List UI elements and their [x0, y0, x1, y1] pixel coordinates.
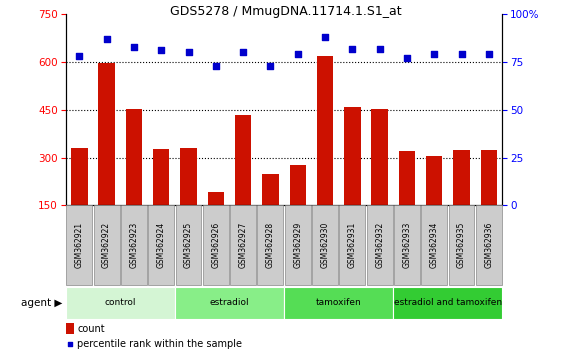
Text: GSM362931: GSM362931: [348, 222, 357, 268]
Bar: [94, 205, 119, 285]
Text: percentile rank within the sample: percentile rank within the sample: [78, 339, 243, 349]
Point: [228, 273, 237, 278]
Bar: [312, 205, 338, 285]
Bar: [371, 109, 388, 205]
Bar: [175, 287, 284, 319]
Text: GSM362927: GSM362927: [239, 222, 248, 268]
Bar: [339, 205, 365, 285]
Point: [484, 51, 493, 57]
Point: [293, 51, 302, 57]
Text: control: control: [104, 298, 136, 307]
Text: GSM362922: GSM362922: [102, 222, 111, 268]
Bar: [126, 109, 142, 205]
Bar: [421, 205, 447, 285]
Point: [457, 51, 466, 57]
Point: [348, 46, 357, 51]
Bar: [481, 149, 497, 205]
Text: GSM362930: GSM362930: [320, 222, 329, 268]
Point: [320, 34, 329, 40]
Bar: [394, 205, 420, 285]
Bar: [289, 165, 306, 205]
Bar: [284, 287, 393, 319]
Text: GSM362933: GSM362933: [403, 222, 412, 268]
Point: [156, 48, 166, 53]
Bar: [121, 205, 147, 285]
Bar: [399, 150, 415, 205]
Text: tamoxifen: tamoxifen: [316, 298, 361, 307]
Text: GDS5278 / MmugDNA.11714.1.S1_at: GDS5278 / MmugDNA.11714.1.S1_at: [170, 5, 401, 18]
Point: [211, 63, 220, 69]
Bar: [344, 107, 360, 205]
Text: GSM362925: GSM362925: [184, 222, 193, 268]
Bar: [180, 148, 196, 205]
Point: [266, 63, 275, 69]
Point: [403, 55, 412, 61]
Text: estradiol and tamoxifen: estradiol and tamoxifen: [394, 298, 502, 307]
Bar: [453, 149, 470, 205]
Bar: [476, 205, 502, 285]
Bar: [235, 115, 251, 205]
Bar: [285, 205, 311, 285]
Bar: [203, 205, 229, 285]
Bar: [426, 156, 443, 205]
Point: [75, 53, 84, 59]
Text: GSM362936: GSM362936: [484, 222, 493, 268]
Text: agent ▶: agent ▶: [22, 298, 63, 308]
Bar: [71, 148, 87, 205]
Bar: [148, 205, 174, 285]
Point: [239, 50, 248, 55]
Text: GSM362928: GSM362928: [266, 222, 275, 268]
Text: count: count: [78, 324, 105, 334]
Point: [102, 36, 111, 42]
Bar: [208, 192, 224, 205]
Text: GSM362932: GSM362932: [375, 222, 384, 268]
Text: GSM362929: GSM362929: [293, 222, 302, 268]
Text: GSM362934: GSM362934: [430, 222, 439, 268]
Point: [184, 50, 193, 55]
Bar: [262, 174, 279, 205]
Text: GSM362921: GSM362921: [75, 222, 84, 268]
Bar: [258, 205, 283, 285]
Bar: [66, 287, 175, 319]
Bar: [98, 63, 115, 205]
Point: [429, 51, 439, 57]
Bar: [66, 205, 93, 285]
Bar: [367, 205, 393, 285]
Bar: [230, 205, 256, 285]
Point: [375, 46, 384, 51]
Text: GSM362924: GSM362924: [156, 222, 166, 268]
Bar: [175, 205, 202, 285]
Bar: [393, 287, 502, 319]
Text: estradiol: estradiol: [210, 298, 250, 307]
Bar: [153, 149, 170, 205]
Text: GSM362926: GSM362926: [211, 222, 220, 268]
Bar: [449, 205, 475, 285]
Bar: [317, 56, 333, 205]
Text: GSM362935: GSM362935: [457, 222, 466, 268]
Text: GSM362923: GSM362923: [130, 222, 138, 268]
Point: [130, 44, 139, 50]
Bar: [66, 324, 74, 334]
